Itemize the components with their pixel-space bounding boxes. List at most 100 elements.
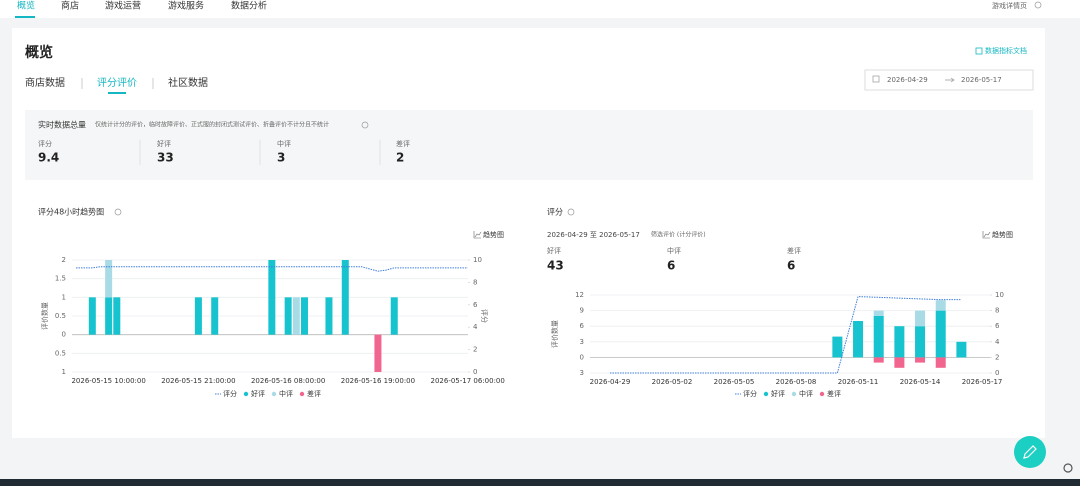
- y2-tick-label: 8: [995, 307, 999, 315]
- bar: [113, 297, 121, 335]
- score-line: [610, 296, 962, 374]
- y2-tick-label: 6: [473, 301, 478, 309]
- detail-link[interactable]: 游戏详情页: [992, 1, 1027, 10]
- legend-label: 差评: [827, 389, 841, 398]
- bar: [915, 357, 926, 363]
- trend-icon: [982, 231, 991, 239]
- y-axis-title: 评价数量: [40, 302, 49, 330]
- tab[interactable]: 商店数据: [25, 76, 65, 89]
- bar: [374, 334, 382, 372]
- edit-icon: [1023, 445, 1037, 459]
- nav-tab[interactable]: 游戏服务: [168, 0, 204, 12]
- stat-label: 好评: [547, 246, 561, 255]
- legend-marker: [271, 391, 277, 397]
- tab[interactable]: 社区数据: [168, 76, 208, 89]
- y-tick-label: 1: [62, 293, 66, 301]
- x-tick-label: 2026-05-17: [962, 378, 1003, 386]
- x-tick-label: 2026-05-15 21:00:00: [161, 377, 235, 385]
- stat-label: 好评: [157, 139, 171, 148]
- bar: [194, 297, 202, 335]
- tab-active[interactable]: 评分评价: [97, 77, 137, 89]
- bar: [284, 297, 292, 335]
- bar: [341, 260, 349, 335]
- settings-icon[interactable]: [1063, 463, 1073, 473]
- stat-value: 2: [396, 151, 404, 165]
- chart-title: 评分48小时趋势图: [38, 207, 104, 217]
- doc-link[interactable]: 数据指标文档: [985, 46, 1027, 55]
- date-end[interactable]: 2026-05-17: [961, 76, 1002, 84]
- x-tick-label: 2026-04-29: [590, 378, 631, 386]
- bar: [894, 326, 905, 358]
- y-tick-label: 0: [62, 331, 66, 339]
- tab-underline: [108, 92, 126, 94]
- legend-marker: [791, 391, 797, 397]
- y-tick-label: 0.5: [55, 349, 66, 357]
- stat-label: 差评: [396, 139, 410, 148]
- bar: [300, 297, 308, 335]
- nav-tab[interactable]: 概览: [17, 0, 35, 12]
- card: [12, 28, 1045, 438]
- y2-tick-label: 0: [995, 369, 999, 377]
- info-icon: [567, 208, 575, 216]
- y2-tick-label: 8: [473, 278, 477, 286]
- bar: [853, 321, 864, 358]
- y-tick-label: 6: [580, 322, 585, 330]
- y-tick-label: 0: [580, 353, 584, 361]
- nav-tab[interactable]: 数据分析: [231, 0, 267, 12]
- legend-label: 评分: [743, 389, 757, 398]
- bar: [894, 357, 905, 368]
- x-tick-label: 2026-05-14: [900, 378, 941, 386]
- y-tick-label: 1.5: [55, 275, 66, 283]
- legend-label: 好评: [771, 389, 785, 398]
- x-tick-label: 2026-05-16 08:00:00: [251, 377, 325, 385]
- legend-marker: [819, 391, 825, 397]
- nav-tab[interactable]: 游戏运营: [105, 0, 141, 12]
- nav-underline: [15, 16, 35, 18]
- bar: [873, 315, 884, 358]
- y2-tick-label: 10: [995, 291, 1004, 299]
- x-tick-label: 2026-05-16 19:00:00: [341, 377, 415, 385]
- trend-icon: [473, 231, 482, 239]
- stat-label: 中评: [667, 246, 681, 255]
- stat-value: 43: [547, 259, 564, 273]
- nav-bar: [0, 0, 1080, 18]
- page-title: 概览: [25, 44, 53, 61]
- y2-tick-label: 0: [473, 368, 477, 376]
- nav-tab[interactable]: 商店: [61, 0, 79, 12]
- bar: [935, 310, 946, 358]
- y2-tick-label: 2: [473, 346, 477, 354]
- bar: [935, 357, 946, 368]
- x-tick-label: 2026-05-02: [652, 378, 693, 386]
- info-icon: [114, 208, 122, 216]
- stat-value: 9.4: [38, 151, 59, 165]
- trend-toggle[interactable]: 趋势图: [483, 230, 504, 239]
- y2-tick-label: 10: [473, 256, 482, 264]
- stat-label: 差评: [787, 246, 801, 255]
- bar: [268, 260, 276, 335]
- info-icon: [1034, 1, 1042, 9]
- stat-value: 3: [277, 151, 285, 165]
- x-tick-label: 2026-05-08: [776, 378, 817, 386]
- bar: [915, 326, 926, 358]
- score-line: [76, 266, 468, 272]
- legend-marker: [299, 391, 305, 397]
- doc-icon: [975, 47, 983, 55]
- realtime-note: 仅统计计分的评价，临时故障评价、正式服的封闭式测试评价、折叠评价不计分且不统计: [95, 121, 329, 129]
- bar: [915, 310, 926, 327]
- y2-tick-label: 4: [995, 338, 1000, 346]
- realtime-title: 实时数据总量: [38, 120, 86, 130]
- edit-button[interactable]: [1014, 436, 1046, 468]
- bar: [325, 297, 333, 335]
- calendar-icon: [872, 75, 880, 83]
- y-tick-label: 3: [580, 369, 584, 377]
- legend-marker: [763, 391, 769, 397]
- stat-value: 33: [157, 151, 174, 165]
- trend-toggle[interactable]: 趋势图: [992, 230, 1013, 239]
- y-tick-label: 12: [575, 291, 584, 299]
- bar: [832, 336, 843, 358]
- y2-tick-label: 2: [995, 353, 999, 361]
- stat-label: 中评: [277, 139, 291, 148]
- chart-subtitle: 2026-04-29 至 2026-05-17: [547, 231, 640, 239]
- date-start[interactable]: 2026-04-29: [887, 76, 928, 84]
